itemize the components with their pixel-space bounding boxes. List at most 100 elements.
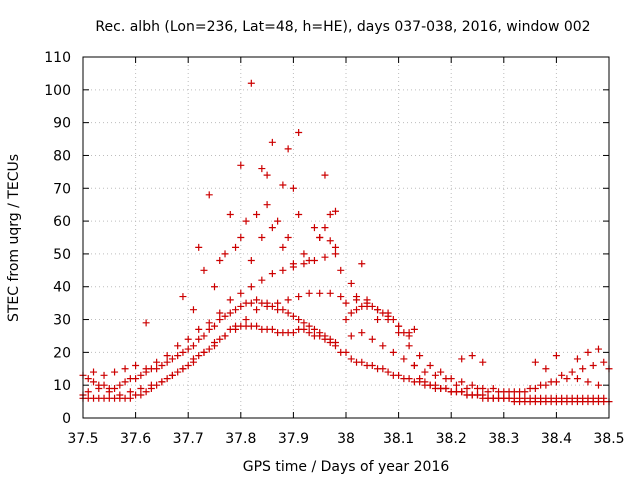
data-point bbox=[505, 388, 513, 396]
data-point bbox=[374, 306, 382, 314]
y-tick-label: 40 bbox=[53, 280, 71, 296]
y-tick-label: 100 bbox=[44, 83, 71, 99]
data-point bbox=[368, 302, 376, 310]
data-point bbox=[90, 368, 98, 376]
data-point bbox=[174, 368, 182, 376]
data-point bbox=[111, 384, 119, 392]
data-point bbox=[263, 302, 271, 310]
data-point bbox=[594, 345, 602, 353]
data-point bbox=[116, 381, 124, 389]
data-point bbox=[242, 217, 250, 225]
data-point bbox=[558, 371, 566, 379]
data-point bbox=[179, 365, 187, 373]
x-tick-label: 37.7 bbox=[173, 431, 204, 447]
data-point bbox=[458, 355, 466, 363]
data-point bbox=[216, 316, 224, 324]
data-point bbox=[184, 345, 192, 353]
data-point bbox=[258, 234, 266, 241]
data-point bbox=[416, 375, 424, 383]
data-point bbox=[137, 391, 145, 399]
data-point bbox=[526, 384, 534, 392]
data-point bbox=[300, 260, 308, 268]
x-tick-label: 37.8 bbox=[225, 431, 256, 447]
data-point bbox=[253, 211, 261, 219]
data-point bbox=[516, 388, 524, 396]
data-point bbox=[221, 312, 229, 320]
y-tick-label: 90 bbox=[53, 116, 71, 132]
data-point bbox=[305, 256, 313, 264]
data-point bbox=[226, 309, 234, 317]
x-tick-label: 38.4 bbox=[541, 431, 572, 447]
data-point bbox=[274, 217, 282, 225]
data-point bbox=[279, 181, 287, 189]
data-point bbox=[284, 296, 292, 304]
data-point bbox=[153, 365, 161, 373]
data-point bbox=[153, 358, 161, 366]
data-point bbox=[205, 191, 213, 199]
data-point bbox=[542, 365, 550, 373]
data-point bbox=[268, 224, 276, 232]
data-point bbox=[495, 388, 503, 396]
data-point bbox=[142, 365, 150, 373]
data-point bbox=[300, 250, 308, 258]
data-point bbox=[594, 381, 602, 389]
data-point bbox=[426, 361, 434, 369]
data-point bbox=[405, 375, 413, 383]
data-point bbox=[211, 342, 218, 350]
data-point bbox=[326, 339, 334, 347]
data-point bbox=[331, 243, 339, 251]
y-tick-label: 110 bbox=[44, 50, 71, 66]
data-point bbox=[216, 335, 224, 343]
data-point bbox=[342, 299, 350, 307]
data-point bbox=[168, 355, 176, 363]
chart-title: Rec. albh (Lon=236, Lat=48, h=HE), days … bbox=[95, 19, 590, 35]
data-point bbox=[232, 306, 240, 314]
data-point bbox=[410, 325, 418, 333]
data-point bbox=[442, 384, 450, 392]
data-point bbox=[174, 352, 182, 360]
data-point bbox=[584, 348, 592, 356]
data-point bbox=[226, 211, 234, 219]
data-point bbox=[200, 266, 208, 274]
data-point bbox=[321, 224, 329, 232]
data-point bbox=[289, 260, 297, 268]
data-point bbox=[84, 388, 92, 396]
data-point bbox=[200, 348, 208, 356]
data-point bbox=[458, 378, 466, 386]
data-point bbox=[179, 348, 187, 356]
data-point bbox=[195, 243, 203, 251]
data-point bbox=[184, 335, 192, 343]
data-point bbox=[174, 342, 182, 350]
data-point bbox=[126, 388, 134, 396]
data-point bbox=[253, 296, 261, 304]
data-point bbox=[247, 283, 255, 291]
data-point bbox=[289, 329, 297, 337]
data-point bbox=[158, 361, 166, 369]
x-axis-label: GPS time / Days of year 2016 bbox=[243, 459, 450, 475]
data-point bbox=[289, 184, 297, 192]
data-point bbox=[600, 358, 608, 366]
data-point bbox=[316, 289, 324, 297]
data-point bbox=[105, 388, 113, 396]
data-point bbox=[295, 316, 303, 324]
data-point bbox=[163, 352, 171, 360]
data-point bbox=[205, 345, 213, 353]
data-point bbox=[253, 306, 261, 314]
data-point bbox=[258, 276, 266, 284]
data-point bbox=[258, 165, 266, 173]
data-point bbox=[568, 368, 576, 376]
data-point bbox=[211, 322, 218, 330]
y-tick-label: 30 bbox=[53, 313, 71, 329]
data-point bbox=[247, 256, 255, 264]
data-point bbox=[211, 283, 218, 291]
data-point bbox=[216, 309, 224, 317]
data-point bbox=[358, 329, 366, 337]
data-point bbox=[584, 378, 592, 386]
data-point bbox=[353, 293, 361, 301]
data-point bbox=[463, 384, 471, 392]
data-point bbox=[484, 388, 492, 396]
data-point bbox=[421, 378, 429, 386]
data-point bbox=[221, 332, 229, 340]
data-point bbox=[205, 325, 213, 333]
data-point bbox=[295, 128, 303, 136]
